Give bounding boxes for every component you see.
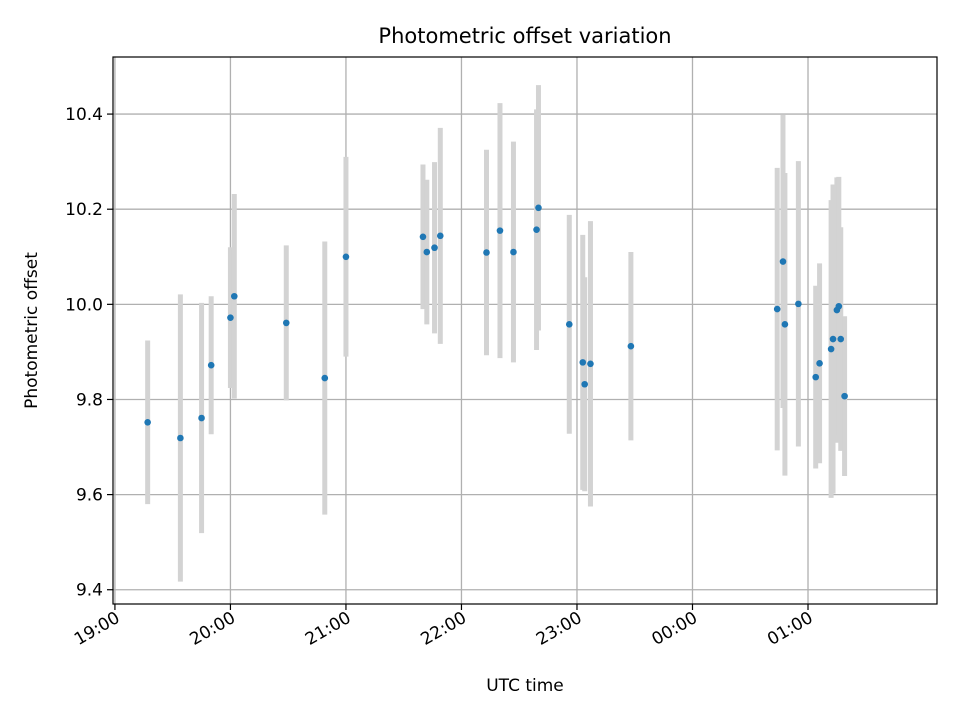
data-point bbox=[207, 361, 215, 369]
data-point bbox=[816, 360, 823, 367]
data-point bbox=[841, 392, 848, 400]
data-point bbox=[773, 305, 781, 313]
data-point bbox=[431, 244, 438, 252]
data-point bbox=[230, 292, 238, 300]
x-axis-title: UTC time bbox=[486, 676, 564, 696]
data-point bbox=[321, 374, 329, 382]
data-point bbox=[535, 204, 542, 212]
data-point bbox=[837, 335, 845, 343]
data-point bbox=[533, 226, 540, 233]
x-tick-label: 00:00 bbox=[649, 608, 701, 650]
data-point bbox=[227, 314, 234, 321]
x-tick-label: 23:00 bbox=[533, 608, 585, 650]
x-tick-label: 19:00 bbox=[71, 608, 123, 650]
data-points bbox=[144, 204, 848, 442]
data-point bbox=[177, 434, 184, 442]
data-point bbox=[835, 302, 843, 310]
y-tick-label: 9.6 bbox=[76, 486, 103, 506]
plot-frame bbox=[112, 56, 938, 605]
y-tick-label: 10.2 bbox=[65, 200, 103, 220]
data-point bbox=[581, 380, 588, 388]
data-point bbox=[419, 233, 427, 241]
data-point bbox=[198, 414, 205, 422]
data-point bbox=[781, 321, 789, 328]
error-bars bbox=[145, 85, 848, 582]
data-point bbox=[282, 319, 290, 327]
data-point bbox=[827, 345, 835, 353]
data-point bbox=[779, 258, 787, 265]
data-point bbox=[579, 359, 587, 366]
data-point bbox=[144, 419, 151, 426]
chart-title: Photometric offset variation bbox=[378, 24, 671, 48]
data-point bbox=[829, 335, 837, 343]
data-point bbox=[510, 248, 517, 256]
x-tick-label: 20:00 bbox=[187, 608, 239, 650]
y-tick-label: 9.8 bbox=[76, 390, 103, 410]
x-tick-label: 22:00 bbox=[418, 608, 470, 650]
y-tick-label: 10.4 bbox=[65, 105, 103, 125]
data-point bbox=[436, 232, 444, 240]
data-point bbox=[423, 248, 431, 256]
data-point bbox=[812, 373, 820, 381]
data-point bbox=[483, 249, 490, 256]
data-point bbox=[565, 321, 573, 328]
y-tick-label: 10.0 bbox=[65, 295, 103, 315]
x-tick-label: 21:00 bbox=[302, 608, 354, 650]
data-point bbox=[587, 360, 594, 368]
data-point bbox=[496, 227, 504, 234]
y-tick-label: 9.4 bbox=[76, 581, 103, 601]
data-point bbox=[795, 300, 802, 308]
x-tick-label: 01:00 bbox=[764, 608, 816, 650]
y-axis-title: Photometric offset bbox=[22, 252, 42, 409]
data-point bbox=[627, 342, 635, 350]
data-point bbox=[342, 253, 350, 261]
